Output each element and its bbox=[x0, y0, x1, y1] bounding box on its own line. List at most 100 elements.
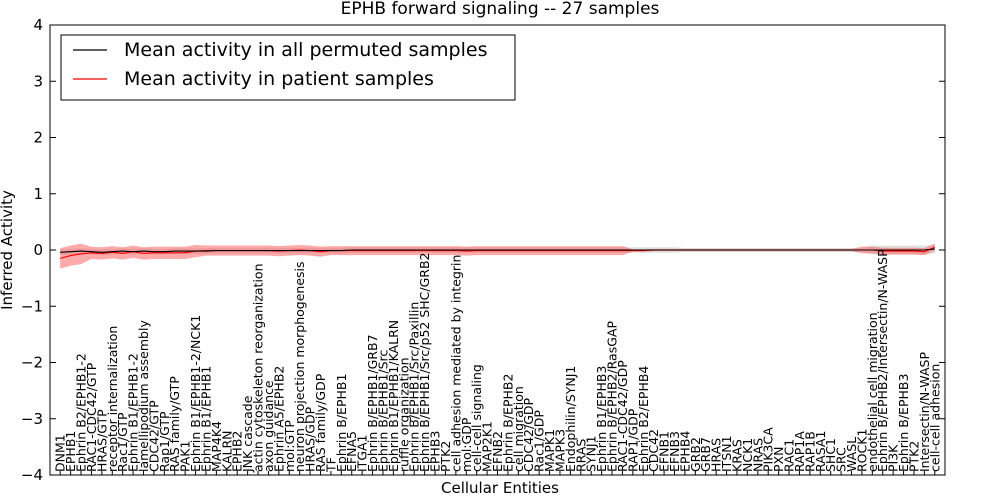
category-label: CDC42/GTP bbox=[146, 400, 161, 472]
category-label: EFNB3 bbox=[667, 431, 682, 472]
x-axis bbox=[59, 471, 936, 475]
chart-title: EPHB forward signaling -- 27 samples bbox=[341, 0, 660, 19]
category-label: Rap1/GTP bbox=[157, 411, 172, 472]
category-label: CDC42/GDP bbox=[521, 397, 536, 472]
category-label: MAP4K4 bbox=[209, 421, 224, 472]
category-label: RAS family/GDP bbox=[313, 373, 328, 472]
category-label: DNM1 bbox=[53, 434, 68, 472]
category-label: RRAS bbox=[573, 439, 588, 472]
category-label: Ephrin B/EPHB3 bbox=[896, 374, 911, 472]
category-label: Rac1/GTP bbox=[115, 412, 130, 472]
category-label: Ephrin B/EPHB1/GRB7 bbox=[365, 334, 380, 472]
category-label: mol:GDP bbox=[459, 417, 474, 472]
category-label: Ephrin B1/EPHB1-2 bbox=[126, 353, 141, 472]
category-label: Ephrin B/EPHB1/Src bbox=[376, 350, 391, 472]
category-label: Endophilin/SYNJ1 bbox=[563, 366, 578, 472]
category-label: Ephrin B2/EPHB4 bbox=[636, 366, 651, 472]
category-label: Ephrin B1/EPHB3 bbox=[594, 366, 609, 472]
category-label: ruffle organization bbox=[396, 357, 411, 472]
category-label: Ephrin B1/EPHB1/KALRN bbox=[386, 320, 401, 472]
category-label: Ephrin B/EPHB2 bbox=[500, 374, 515, 472]
category-label: MAPK3 bbox=[553, 429, 568, 472]
category-label: cell-cell signaling bbox=[469, 364, 484, 472]
category-label: GRB2 bbox=[688, 437, 703, 472]
category-label: SHC1 bbox=[823, 438, 838, 472]
category-label: GRB7 bbox=[698, 437, 713, 472]
category-label: HRAS/GDP bbox=[303, 406, 318, 472]
category-label: SRC bbox=[834, 447, 849, 472]
category-label: MAP2K1 bbox=[480, 421, 495, 472]
category-label: receptor internalization bbox=[105, 326, 120, 472]
category-label: EFNB1 bbox=[657, 431, 672, 472]
category-label: PXN bbox=[771, 447, 786, 472]
y-tick-label: 1 bbox=[33, 185, 43, 203]
category-label: Ephrin B/EPHB1 bbox=[334, 374, 349, 472]
category-label: KALRN bbox=[219, 430, 234, 472]
category-label: PI3K bbox=[886, 444, 901, 472]
category-label: Ephrin B/EPHB2/RasGAP bbox=[605, 321, 620, 472]
category-label: PTK2 bbox=[907, 441, 922, 472]
y-axis: −4 −3 −2 −1 0 1 2 3 4 bbox=[21, 16, 945, 484]
category-label: RAC1-CDC42/GDP bbox=[615, 360, 630, 472]
y-tick-label: −4 bbox=[21, 466, 43, 484]
category-label: mol:GTP bbox=[282, 420, 297, 472]
category-label: RAS family/GTP bbox=[167, 376, 182, 472]
y-tick-label: −2 bbox=[21, 354, 43, 372]
category-label: ITGA1 bbox=[355, 434, 370, 472]
legend-label-permuted: Mean activity in all permuted samples bbox=[124, 39, 487, 61]
category-label: NRAS bbox=[750, 438, 765, 472]
category-label: cell adhesion mediated by integrin bbox=[448, 255, 463, 472]
category-label: Ephrin B/EPHB2/Intersectin/N-WASP bbox=[875, 249, 890, 472]
category-label: endothelial cell migration bbox=[865, 312, 880, 472]
category-label: Rac1/GDP bbox=[532, 410, 547, 472]
category-label: actin cytoskeleton reorganization bbox=[251, 263, 266, 472]
category-label: Ephrin B/EPHB1/Src/p52 SHC/GRB2 bbox=[417, 253, 432, 473]
y-tick-label: −3 bbox=[21, 410, 43, 428]
category-label: cell-cell adhesion bbox=[927, 364, 942, 472]
legend-label-patient: Mean activity in patient samples bbox=[124, 68, 434, 90]
category-label: JNK cascade bbox=[240, 395, 255, 473]
category-label: NCK1 bbox=[740, 438, 755, 472]
y-axis-label: Inferred Activity bbox=[0, 190, 16, 310]
category-label: EPHB1 bbox=[63, 431, 78, 472]
category-label: PIK3CA bbox=[761, 427, 776, 472]
category-label: RASA1 bbox=[813, 431, 828, 472]
category-label: RAC1-CDC42/GTP bbox=[84, 362, 99, 472]
category-label: Ephrin B/EPHB1/Src/Paxillin bbox=[407, 302, 422, 472]
y-tick-label: 0 bbox=[33, 241, 43, 259]
legend: Mean activity in all permuted samples Me… bbox=[60, 34, 516, 101]
category-label: axon guidance bbox=[261, 380, 276, 472]
category-label: MAPK1 bbox=[542, 429, 557, 472]
category-label: EPHB3 bbox=[428, 431, 443, 472]
category-label: RAC1 bbox=[782, 439, 797, 472]
category-label: Ephrin B1/EPHB1 bbox=[199, 366, 214, 472]
category-label: KRAS bbox=[730, 439, 745, 472]
category-label: WASL bbox=[844, 437, 859, 472]
category-label: RAP1/GDP bbox=[625, 408, 640, 472]
category-label: Ephrin A5/EPHB2 bbox=[271, 366, 286, 472]
category-label: Intersectin/N-WASP bbox=[917, 352, 932, 472]
category-label: cell migration bbox=[511, 386, 526, 472]
category-label: PTK2 bbox=[438, 441, 453, 472]
category-label: ITSN1 bbox=[719, 435, 734, 472]
category-label: Ephrin B2/EPHB1-2 bbox=[74, 353, 89, 472]
category-label: SYNJ1 bbox=[584, 435, 599, 472]
y-tick-label: 3 bbox=[33, 72, 43, 90]
category-label: HRAS/GTP bbox=[94, 409, 109, 472]
category-label: EPHB4 bbox=[677, 431, 692, 472]
category-label: PAK1 bbox=[178, 441, 193, 472]
category-label: EFNB2 bbox=[490, 431, 505, 472]
category-label: neuron projection morphogenesis bbox=[292, 261, 307, 472]
category-label: RAP1B bbox=[802, 431, 817, 472]
x-axis-label: Cellular Entities bbox=[441, 479, 559, 497]
y-tick-label: 2 bbox=[33, 129, 43, 147]
series-lines bbox=[60, 246, 936, 259]
category-label: RAP1A bbox=[792, 431, 807, 472]
category-label: Ephrin B1/EPHB1-2/NCK1 bbox=[188, 315, 203, 472]
category-label: TF bbox=[323, 457, 338, 473]
category-label: lamellipodium assembly bbox=[136, 320, 151, 472]
category-label: HRAS bbox=[709, 438, 724, 472]
category-label: EPHB2 bbox=[230, 431, 245, 472]
